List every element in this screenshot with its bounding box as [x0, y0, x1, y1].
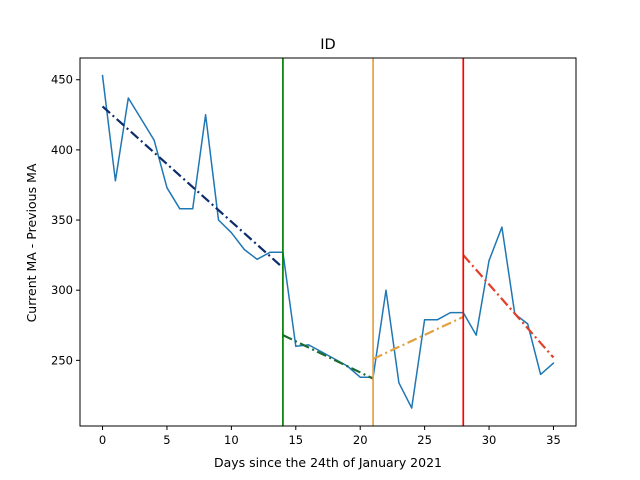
- data-point: [101, 74, 104, 77]
- data-point: [320, 351, 323, 353]
- data-point: [488, 260, 490, 262]
- data-point: [449, 312, 451, 314]
- data-point: [140, 118, 142, 120]
- data-point: [527, 323, 529, 325]
- data-point: [179, 208, 181, 210]
- data-point: [217, 219, 220, 221]
- series-line-1: [101, 74, 555, 409]
- y-tick-label: 250: [51, 353, 73, 367]
- data-point: [230, 232, 232, 234]
- x-tick-label: 30: [482, 433, 497, 447]
- trend-3-line: [372, 315, 464, 360]
- data-point: [552, 362, 555, 364]
- y-tick-label: 450: [51, 73, 73, 87]
- trend-4-line: [462, 254, 555, 359]
- x-tick-label: 5: [163, 433, 170, 447]
- data-point: [539, 373, 542, 375]
- y-tick-label: 400: [51, 143, 73, 157]
- plot-content: [101, 58, 555, 426]
- data-point: [398, 382, 400, 384]
- data-point: [243, 248, 245, 251]
- data-point: [205, 114, 207, 116]
- data-point: [295, 345, 297, 347]
- data-point: [256, 258, 258, 260]
- y-axis-label: Current MA - Previous MA: [24, 163, 39, 322]
- data-point: [501, 226, 503, 228]
- data-point: [475, 334, 477, 336]
- y-axis-ticks: 250 300 350 400 450: [51, 73, 80, 367]
- data-point: [308, 344, 310, 346]
- x-axis-label: Days since the 24th of January 2021: [214, 455, 442, 470]
- x-tick-label: 35: [546, 433, 561, 447]
- data-point: [436, 319, 439, 321]
- data-point: [127, 97, 129, 99]
- chart-title: ID: [320, 37, 335, 53]
- data-point: [411, 407, 413, 409]
- data-point: [359, 376, 361, 378]
- x-tick-label: 25: [417, 433, 432, 447]
- x-tick-label: 20: [353, 433, 368, 447]
- x-tick-label: 10: [224, 433, 239, 447]
- data-point: [114, 180, 117, 182]
- x-axis-ticks: 0 5 10 15 20 25 30 35: [99, 426, 561, 447]
- trend-1-line: [101, 105, 284, 269]
- plot-frame: [79, 57, 577, 427]
- data-point: [269, 251, 271, 253]
- y-tick-label: 300: [51, 283, 73, 297]
- y-tick-label: 350: [51, 213, 73, 227]
- data-point: [424, 319, 426, 321]
- x-tick-label: 0: [99, 433, 106, 447]
- data-point: [385, 289, 387, 291]
- x-tick-label: 15: [288, 433, 303, 447]
- data-point: [166, 187, 168, 189]
- data-point: [153, 139, 155, 141]
- data-point: [192, 208, 194, 210]
- trend-2-line: [282, 334, 374, 380]
